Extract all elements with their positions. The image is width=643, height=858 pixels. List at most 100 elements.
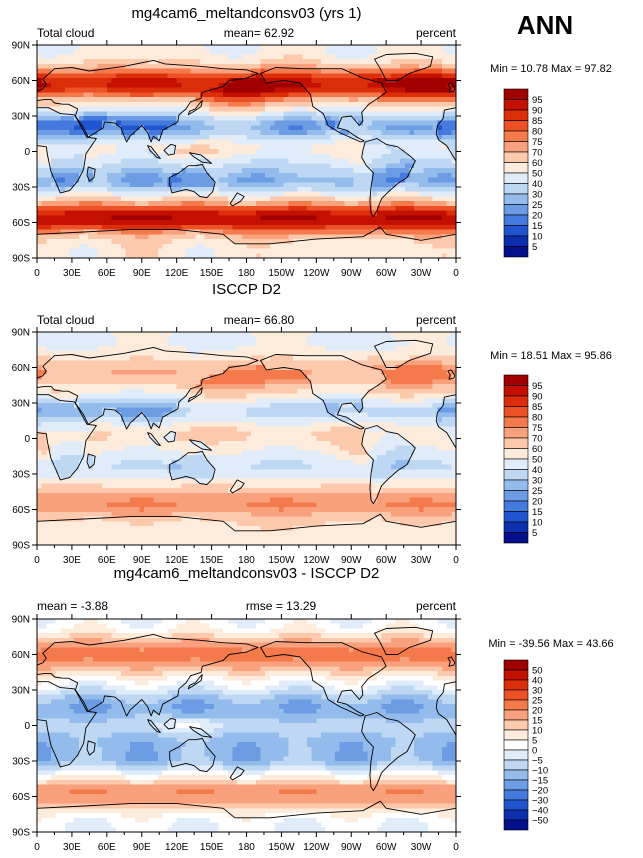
- field-cell: [348, 111, 355, 117]
- field-cell: [92, 341, 99, 347]
- field-cell: [158, 116, 164, 122]
- field-cell: [339, 341, 345, 347]
- field-cell: [320, 243, 327, 250]
- field-cell: [307, 49, 313, 56]
- field-cell: [311, 196, 317, 202]
- field-cell: [209, 68, 215, 74]
- field-cell: [307, 239, 313, 245]
- field-cell: [339, 239, 345, 245]
- field-cell: [116, 360, 122, 366]
- coastline-australia: [169, 164, 216, 199]
- field-cell: [134, 191, 141, 198]
- field-cell: [111, 187, 117, 193]
- field-cell: [428, 49, 434, 56]
- field-cell: [265, 369, 271, 376]
- field-cell: [88, 92, 94, 98]
- field-cell: [199, 111, 206, 117]
- field-cell: [64, 54, 71, 60]
- field-cell: [209, 49, 215, 56]
- field-cell: [283, 116, 289, 122]
- field-cell: [293, 101, 299, 108]
- field-cell: [172, 365, 178, 371]
- field-cell: [265, 111, 271, 117]
- field-cell: [41, 205, 47, 212]
- field-cell: [279, 87, 285, 93]
- field-cell: [423, 97, 429, 103]
- panel-center-label: mean= 62.92: [224, 26, 295, 40]
- field-cell: [83, 177, 89, 183]
- field-cell: [74, 355, 80, 361]
- field-cell: [325, 54, 331, 60]
- field-cell: [339, 253, 345, 259]
- field-cell: [362, 134, 369, 141]
- field-cell: [55, 54, 61, 60]
- field-cell: [158, 234, 164, 240]
- field-cell: [64, 220, 71, 226]
- field-cell: [381, 177, 387, 183]
- field-cell: [213, 336, 220, 343]
- field-cell: [190, 253, 196, 259]
- field-cell: [158, 182, 164, 188]
- field-cell: [334, 134, 341, 141]
- field-cell: [116, 168, 122, 174]
- field-cell: [55, 336, 61, 343]
- field-cell: [139, 341, 145, 347]
- field-cell: [148, 187, 154, 193]
- field-cell: [400, 97, 406, 103]
- field-cell: [74, 182, 80, 188]
- field-cell: [74, 177, 80, 183]
- field-cell: [125, 182, 131, 188]
- field-cell: [348, 350, 355, 357]
- field-cell: [55, 168, 61, 174]
- field-cell: [46, 187, 52, 193]
- field-cell: [325, 149, 331, 155]
- field-cell: [158, 82, 164, 89]
- field-cell: [251, 210, 257, 216]
- field-cell: [237, 153, 243, 160]
- field-cell: [92, 149, 99, 155]
- field-cell: [274, 168, 280, 174]
- field-cell: [334, 248, 341, 254]
- field-cell: [376, 82, 383, 89]
- field-cell: [367, 369, 373, 376]
- field-cell: [176, 210, 182, 216]
- field-cell: [311, 163, 317, 169]
- field-cell: [232, 369, 238, 376]
- field-cell: [74, 210, 80, 216]
- field-cell: [232, 182, 238, 188]
- field-cell: [400, 59, 406, 65]
- field-cell: [297, 187, 303, 193]
- field-cell: [279, 139, 285, 145]
- field-cell: [218, 215, 224, 221]
- field-cell: [358, 215, 364, 221]
- field-cell: [390, 210, 397, 216]
- field-cell: [237, 210, 243, 216]
- field-cell: [362, 196, 369, 202]
- field-cell: [125, 139, 131, 145]
- field-cell: [167, 239, 173, 245]
- field-cell: [451, 201, 457, 207]
- field-cell: [432, 73, 438, 79]
- field-cell: [316, 182, 322, 188]
- field-cell: [362, 234, 369, 240]
- field-cell: [274, 134, 280, 141]
- field-cell: [353, 350, 359, 357]
- field-cell: [144, 68, 150, 74]
- field-cell: [125, 73, 131, 79]
- field-cell: [442, 158, 448, 164]
- field-cell: [358, 332, 364, 338]
- field-cell: [78, 355, 85, 361]
- field-cell: [255, 120, 262, 127]
- field-cell: [185, 229, 192, 235]
- field-cell: [316, 168, 322, 174]
- field-cell: [423, 341, 429, 347]
- field-cell: [409, 134, 415, 141]
- field-cell: [223, 125, 229, 131]
- field-cell: [55, 215, 61, 221]
- field-cell: [451, 54, 457, 60]
- field-cell: [353, 168, 359, 174]
- field-cell: [414, 341, 420, 347]
- field-cell: [404, 116, 411, 122]
- field-cell: [269, 168, 276, 174]
- field-cell: [106, 201, 113, 207]
